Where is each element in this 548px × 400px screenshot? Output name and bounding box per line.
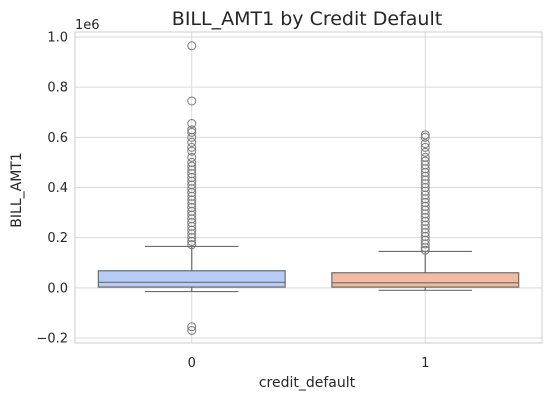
iqr-box bbox=[331, 272, 520, 288]
box-group-0 bbox=[97, 41, 286, 335]
box-group-1 bbox=[331, 130, 520, 291]
outlier-point bbox=[187, 240, 197, 250]
box-layer bbox=[97, 41, 520, 335]
x-axis-label: credit_default bbox=[259, 375, 356, 391]
y-tick-labels: −0.2 0.0 0.2 0.4 0.6 0.8 1.0 bbox=[36, 31, 68, 347]
y-tick-label: −0.2 bbox=[36, 331, 68, 346]
outlier-point bbox=[420, 132, 430, 142]
outlier-point bbox=[420, 130, 430, 140]
iqr-box bbox=[97, 270, 286, 288]
outlier-point bbox=[187, 127, 197, 137]
outlier-point bbox=[420, 239, 430, 249]
outlier-point bbox=[420, 245, 430, 255]
y-tick-label: 0.4 bbox=[47, 181, 68, 196]
outlier-point bbox=[187, 119, 197, 129]
outlier-point bbox=[187, 325, 197, 335]
outlier-point bbox=[187, 41, 197, 51]
y-scale-note: 1e6 bbox=[75, 18, 100, 33]
x-tick-label: 0 bbox=[188, 356, 196, 371]
outlier-point bbox=[187, 236, 197, 246]
plot-frame bbox=[74, 31, 543, 344]
y-axis-label: BILL_AMT1 bbox=[9, 152, 25, 227]
y-tick-label: 1.0 bbox=[47, 31, 68, 46]
grid-layer bbox=[75, 32, 542, 343]
chart-title: BILL_AMT1 by Credit Default bbox=[172, 8, 442, 30]
y-tick-label: 0.2 bbox=[47, 231, 68, 246]
outlier-point bbox=[187, 146, 197, 156]
outlier-point bbox=[420, 147, 430, 157]
outlier-point bbox=[187, 322, 197, 332]
outlier-point bbox=[420, 243, 430, 253]
outlier-point bbox=[420, 139, 430, 149]
outlier-point bbox=[187, 132, 197, 142]
outlier-point bbox=[187, 142, 197, 152]
y-tick-label: 0.8 bbox=[47, 81, 68, 96]
outlier-point bbox=[187, 137, 197, 147]
outlier-point bbox=[187, 233, 197, 243]
y-tick-label: 0.6 bbox=[47, 131, 68, 146]
outlier-point bbox=[420, 142, 430, 152]
y-tick-label: 0.0 bbox=[47, 281, 68, 296]
x-tick-label: 1 bbox=[421, 356, 429, 371]
outlier-point bbox=[187, 96, 197, 106]
outlier-point bbox=[187, 152, 197, 162]
